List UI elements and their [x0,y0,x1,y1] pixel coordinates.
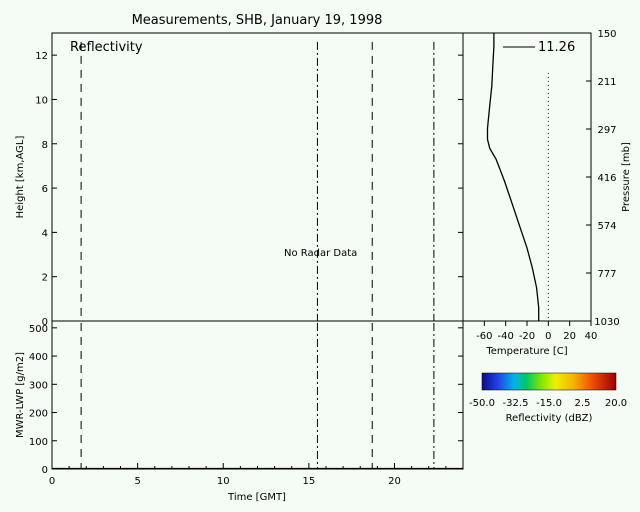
time-tick-label: 10 [217,476,230,487]
time-ticks: 0 5 10 15 20 [49,463,447,487]
pressure-tick-label: 1030 [594,317,619,328]
pressure-axis-label: Pressure [mb] [621,142,632,212]
colorbar-tick-label: 20.0 [605,398,627,409]
event-markers-bottom [80,323,435,469]
pressure-tick-label: 150 [597,29,616,40]
reflectivity-panel-label: Reflectivity [70,40,143,55]
temperature-profile [486,33,540,321]
height-tick-label: 0 [42,317,48,328]
height-tick-label: 8 [42,140,48,151]
colorbar-label: Reflectivity (dBZ) [506,413,593,424]
time-axis-label: Time [GMT] [227,492,286,503]
lwp-panel: MWR-LWP [g/m2] Time [GMT] 01002003004005… [15,320,464,503]
legend-value: 11.26 [538,40,575,55]
lwp-axis-label: MWR-LWP [g/m2] [15,352,26,438]
chart-title: Measurements, SHB, January 19, 1998 [132,13,383,28]
height-tick-label: 12 [35,51,48,62]
lwp-tick-label: 500 [29,324,48,335]
temperature-tick-label: 40 [585,331,598,342]
pressure-tick-label: 574 [597,221,616,232]
lwp-tick-label: 300 [29,380,48,391]
colorbar-tick-label: 2.5 [575,398,591,409]
reflectivity-frame [51,32,464,322]
time-tick-label: 0 [49,476,55,487]
temperature-tick-label: -60 [476,331,492,342]
pressure-tick-label: 777 [597,269,616,280]
temperature-panel: 11.26 -60 -40 -20 0 20 40 1502112974165747771… [462,29,632,357]
height-tick-label: 10 [35,95,48,106]
no-radar-data-label: No Radar Data [284,248,357,259]
time-tick-label: 5 [134,476,140,487]
lwp-tick-label: 400 [29,352,48,363]
temperature-ticks: -60 -40 -20 0 20 40 [476,321,597,342]
colorbar-ticks: -50.0 -32.5 -15.0 2.5 20.0 [469,398,627,409]
pressure-ticks: 150 211 297 416 574 777 1030 [586,29,620,328]
temperature-axis-label: Temperature [C] [485,346,567,357]
time-tick-label: 20 [388,476,401,487]
lwp-tick-label: 100 [29,437,48,448]
pressure-tick-label: 297 [597,125,616,136]
height-tick-label: 2 [42,273,48,284]
pressure-tick-label: 416 [597,173,616,184]
height-ticks: 0 2 4 6 8 10 12 [35,51,463,328]
temperature-tick-label: 0 [545,331,551,342]
lwp-tick-label: 0 [42,465,48,476]
time-tick-label: 15 [303,476,316,487]
reflectivity-panel: Reflectivity No Radar Data Height [km,AG… [15,32,464,328]
height-axis-label: Height [km,AGL] [15,136,26,219]
temperature-tick-label: -20 [519,331,535,342]
lwp-ticks: 0 100 200 300 400 500 [29,324,463,476]
colorbar-tick-label: -50.0 [469,398,495,409]
temperature-frame [462,32,592,322]
temperature-tick-label: 20 [563,331,576,342]
height-tick-label: 4 [42,228,48,239]
pressure-tick-label: 211 [597,77,616,88]
lwp-tick-label: 200 [29,409,48,420]
colorbar-tick-label: -15.0 [536,398,562,409]
lwp-frame [51,320,464,470]
colorbar: -50.0 -32.5 -15.0 2.5 20.0 Reflectivity (dBZ… [469,372,627,424]
event-markers-top [80,41,435,321]
colorbar-gradient [481,372,617,391]
temperature-tick-label: -40 [497,331,513,342]
colorbar-tick-label: -32.5 [503,398,529,409]
height-tick-label: 6 [42,184,48,195]
